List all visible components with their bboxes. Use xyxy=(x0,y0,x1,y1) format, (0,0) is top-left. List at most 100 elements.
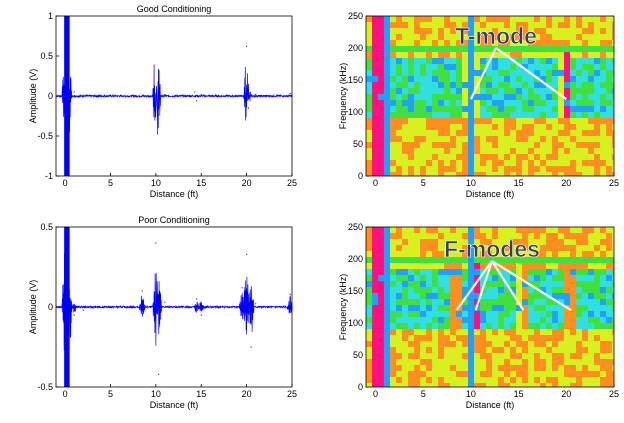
spec1-cell xyxy=(540,94,546,100)
spec2-cell xyxy=(582,263,588,269)
spec2-cell xyxy=(390,245,396,251)
spec2-cell xyxy=(552,245,558,251)
spec1-cell xyxy=(492,112,498,118)
spec2-cell xyxy=(594,341,600,347)
spec2-cell xyxy=(534,347,540,353)
spec1-cell xyxy=(528,142,534,148)
spec1-cell xyxy=(468,118,474,124)
spec2-cell xyxy=(438,269,444,275)
spec2-cell xyxy=(474,365,480,371)
spec2-cell xyxy=(492,257,498,263)
spec1-cell xyxy=(414,112,420,118)
spec2-cell xyxy=(576,323,582,329)
spec2-cell xyxy=(522,299,528,305)
spec1-cell xyxy=(432,154,438,160)
spec2-cell xyxy=(474,317,480,323)
spec2-cell xyxy=(468,371,474,377)
spec1-cell xyxy=(522,118,528,124)
spec1-cell xyxy=(444,76,450,82)
spec2-cell xyxy=(378,311,384,317)
spec1-cell xyxy=(600,52,606,58)
spec1-cell xyxy=(498,136,504,142)
spec1-annotation-label: T-mode xyxy=(455,23,537,49)
spec2-cell xyxy=(522,317,528,323)
spec1-cell xyxy=(594,52,600,58)
spec2-cell xyxy=(492,269,498,275)
spec1-cell xyxy=(528,16,534,22)
spec2-cell xyxy=(450,239,456,245)
spec1-cell xyxy=(552,46,558,52)
spec2-cell xyxy=(426,257,432,263)
spec1-cell xyxy=(516,34,522,40)
spec1-cell xyxy=(522,22,528,28)
spec1-cell xyxy=(366,34,372,40)
spec1-cell xyxy=(468,172,474,176)
spec2-cell xyxy=(426,347,432,353)
spec1-cell xyxy=(528,76,534,82)
spec2-cell xyxy=(600,377,606,383)
spec2-cell xyxy=(486,305,492,311)
spec1-cell xyxy=(570,136,576,142)
spec1-cell xyxy=(558,160,564,166)
spec2-cell xyxy=(474,281,480,287)
spec2-cell xyxy=(582,359,588,365)
spec1-cell xyxy=(372,52,378,58)
spec2-cell xyxy=(408,275,414,281)
good-xtick-label: 10 xyxy=(151,178,161,188)
spec1-cell xyxy=(486,52,492,58)
spec2-cell xyxy=(612,281,614,287)
spec1-cell xyxy=(450,94,456,100)
spec1-cell xyxy=(444,154,450,160)
spec2-cell xyxy=(480,281,486,287)
spec2-cell xyxy=(456,329,462,335)
spec1-cell xyxy=(420,154,426,160)
spec1-cell xyxy=(612,94,614,100)
spec2-cell xyxy=(480,233,486,239)
spec2-cell xyxy=(402,227,408,233)
spec1-cell xyxy=(420,82,426,88)
spec1-cell xyxy=(600,118,606,124)
spec2-cell xyxy=(552,251,558,257)
spec1-cell xyxy=(576,130,582,136)
spec2-cell xyxy=(582,329,588,335)
spec1-cell xyxy=(462,100,468,106)
spec1-cell xyxy=(576,106,582,112)
spec2-cell xyxy=(474,275,480,281)
spec2-cell xyxy=(486,299,492,305)
spec2-cell xyxy=(492,329,498,335)
spec2-cell xyxy=(474,293,480,299)
spec2-cell xyxy=(402,257,408,263)
good-axes-box xyxy=(55,15,293,177)
spec1-cell xyxy=(582,52,588,58)
spec2-cell xyxy=(564,293,570,299)
spec1-cell xyxy=(366,160,372,166)
spec2-cell xyxy=(594,281,600,287)
spec1-cell xyxy=(504,76,510,82)
spec2-cell xyxy=(552,281,558,287)
good-xtick-label: 5 xyxy=(108,178,113,188)
spec1-cell xyxy=(474,88,480,94)
spec2-cell xyxy=(558,245,564,251)
spec2-cell xyxy=(390,317,396,323)
spec2-cell xyxy=(372,239,378,245)
poor-xtick-label: 10 xyxy=(151,389,161,399)
spec1-cell xyxy=(486,166,492,172)
spec1-cell xyxy=(600,28,606,34)
spec2-cell xyxy=(528,371,534,377)
spec1-cell xyxy=(510,64,516,70)
spec2-cell xyxy=(432,263,438,269)
spec1-cell xyxy=(510,106,516,112)
spec2-cell xyxy=(558,305,564,311)
spec2-cell xyxy=(402,269,408,275)
spec1-cell xyxy=(438,172,444,176)
spec2-cell xyxy=(582,323,588,329)
spec2-cell xyxy=(534,251,540,257)
spec1-cell xyxy=(516,154,522,160)
spec2-cell xyxy=(456,275,462,281)
spec2-cell xyxy=(468,353,474,359)
spec2-cell xyxy=(612,329,614,335)
spec2-cell xyxy=(522,383,528,387)
spec2-cell xyxy=(384,353,390,359)
spec1-cell xyxy=(558,172,564,176)
